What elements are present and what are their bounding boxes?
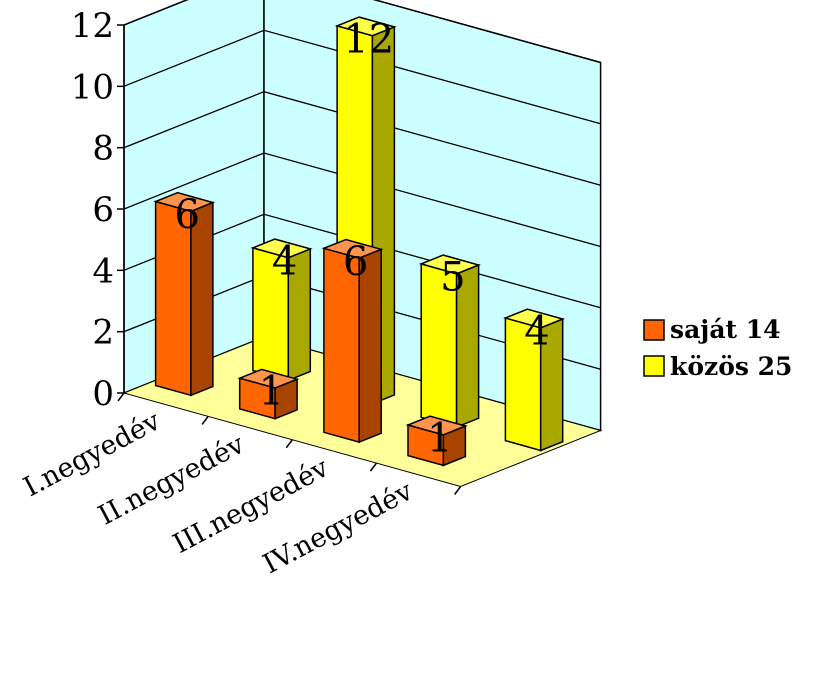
bar: 6	[153, 191, 216, 397]
legend: saját 14 közös 25	[643, 315, 792, 381]
x-tick-mark	[201, 415, 209, 425]
data-label: 6	[175, 192, 200, 238]
x-tick-mark	[117, 392, 125, 402]
y-tick-label: 4	[92, 251, 114, 291]
gridline	[123, 29, 601, 125]
data-label: 1	[427, 415, 452, 461]
bar: 5	[418, 254, 481, 429]
bar: 4	[250, 238, 313, 382]
y-tick-label: 10	[71, 67, 114, 107]
x-tick-mark	[369, 462, 378, 472]
bar: 6	[321, 238, 384, 444]
bar-top	[503, 308, 566, 329]
bar-top	[153, 191, 216, 213]
x-tick-mark	[454, 486, 462, 495]
y-tick-label: 12	[71, 6, 114, 46]
bar-top	[405, 415, 468, 436]
y-tick-label: 0	[92, 374, 114, 414]
y-axis: 0 2 4 6 8 10 12	[71, 6, 125, 414]
gridline	[123, 0, 601, 64]
legend-label-kozos: közös 25	[670, 352, 792, 381]
data-label: 5	[440, 254, 465, 300]
data-label: 6	[343, 239, 368, 285]
bar-top	[334, 16, 397, 37]
data-label: 1	[259, 369, 284, 415]
legend-label-sajat: saját 14	[670, 315, 781, 344]
bar-top	[418, 254, 481, 275]
y-tick-label: 2	[92, 313, 114, 353]
gridline	[123, 91, 601, 186]
legend-swatch-sajat	[643, 319, 665, 341]
data-label: 4	[524, 308, 549, 354]
data-label: 12	[343, 16, 394, 62]
y-tick-label: 8	[92, 129, 114, 169]
y-tick-label: 6	[92, 190, 114, 230]
x-tick-mark	[285, 439, 293, 449]
bar: 1	[405, 415, 468, 467]
gridlines	[123, 0, 601, 370]
bar-top	[321, 238, 384, 259]
data-label: 4	[272, 238, 297, 284]
bar: 1	[237, 368, 300, 420]
gridline	[123, 152, 601, 248]
bar-top	[237, 368, 300, 389]
bar-top	[250, 238, 313, 259]
bar: 4	[503, 308, 566, 452]
legend-swatch-kozos	[643, 355, 665, 377]
